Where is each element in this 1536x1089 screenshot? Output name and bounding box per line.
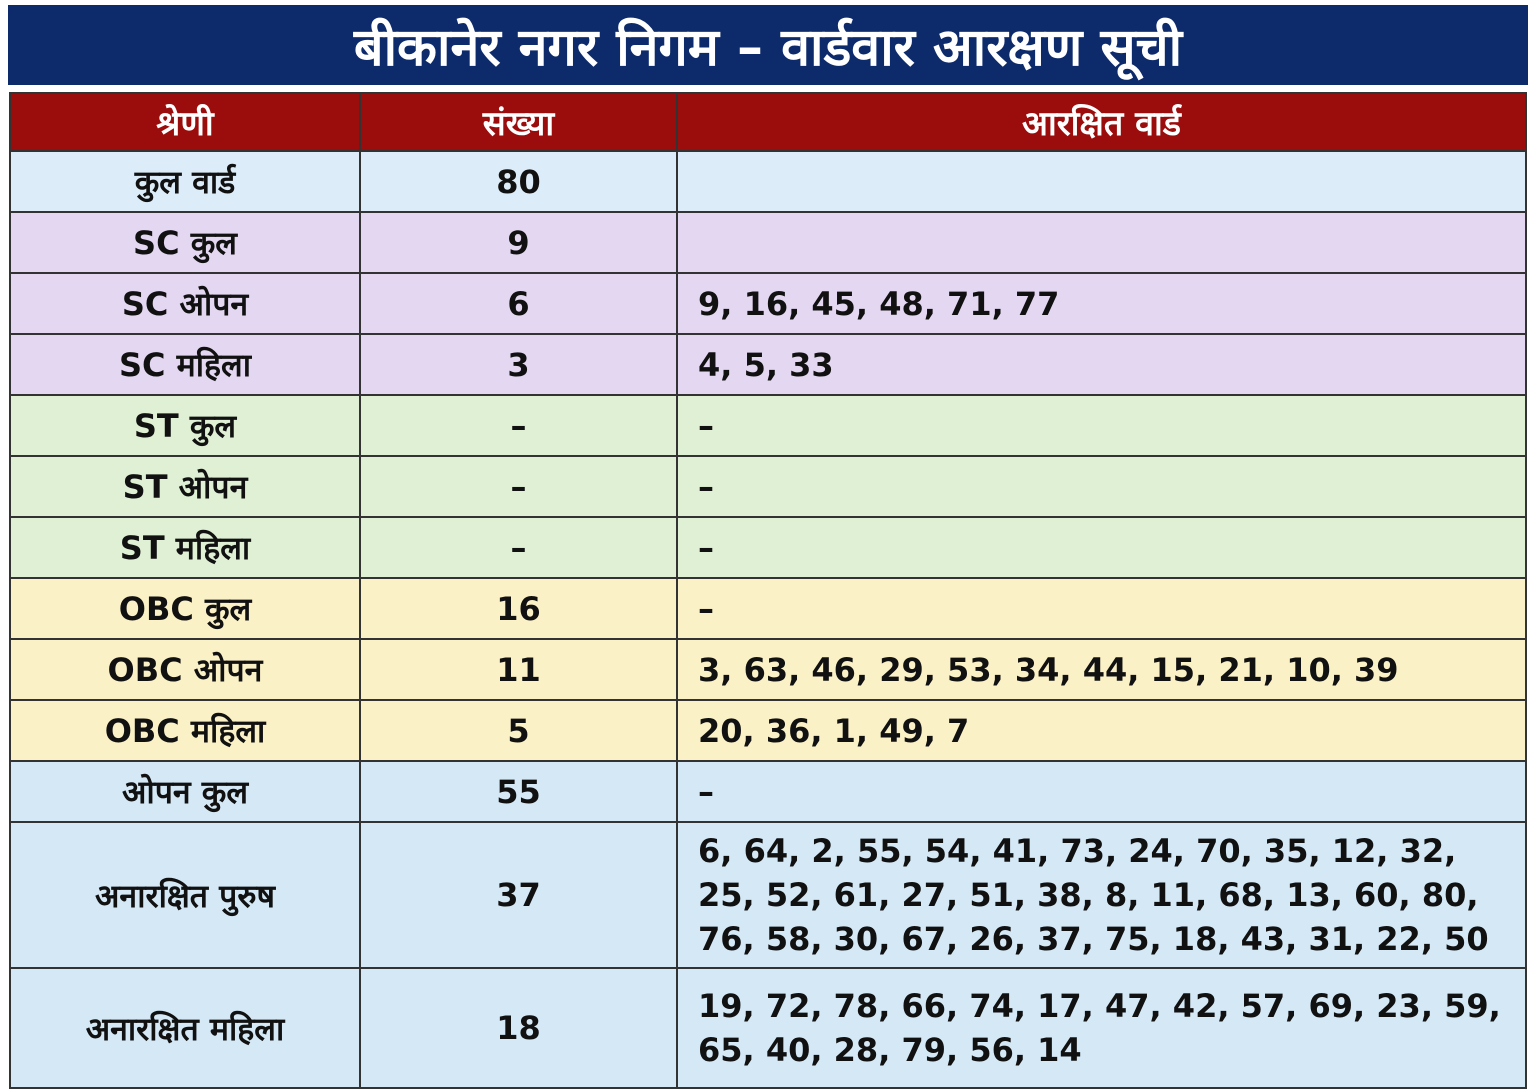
column-header: आरक्षित वार्ड	[676, 92, 1527, 152]
category: SC कुल	[9, 211, 361, 274]
reservation-table: श्रेणी संख्या आरक्षित वार्ड कुल वार्ड 80 S…	[9, 92, 1527, 1089]
table-row: OBC कुल 16–	[9, 577, 1527, 640]
table-row: अनारक्षित महिला 18 19, 72, 78, 66, 74, 17,…	[9, 967, 1527, 1089]
table-body: कुल वार्ड 80 SC कुल 9 SC ओपन 6 9, 16, 45, 48, …	[9, 150, 1527, 1089]
wards: 4, 5, 33	[676, 333, 1527, 396]
count: 80	[359, 150, 678, 213]
category: OBC कुल	[9, 577, 361, 640]
count: 9	[359, 211, 678, 274]
count: 3	[359, 333, 678, 396]
category: ST महिला	[9, 516, 361, 579]
wards: 3, 63, 46, 29, 53, 34, 44, 15, 21, 10, 3…	[676, 638, 1527, 701]
wards: –	[676, 455, 1527, 518]
table-row: OBC ओपन 11 3, 63, 46, 29, 53, 34, 44, 15, …	[9, 638, 1527, 701]
count: –	[359, 516, 678, 579]
table-row: ST ओपन – –	[9, 455, 1527, 518]
category: ST ओपन	[9, 455, 361, 518]
category: कुल वार्ड	[9, 150, 361, 213]
category: ST कुल	[9, 394, 361, 457]
table-row: SC ओपन 6 9, 16, 45, 48, 71, 77	[9, 272, 1527, 335]
count: 37	[359, 821, 678, 969]
category: OBC ओपन	[9, 638, 361, 701]
page: बीकानेर नगर निगम – वार्डवार आरक्षण सूची …	[8, 5, 1528, 1089]
title: बीकानेर नगर निगम – वार्डवार आरक्षण सूची	[8, 5, 1528, 85]
count: 11	[359, 638, 678, 701]
table-row: कुल वार्ड 80	[9, 150, 1527, 213]
table-row: अनारक्षित पुरुष 37 6, 64, 2, 55, 54, 41, 7…	[9, 821, 1527, 969]
count: 5	[359, 699, 678, 762]
table-row: OBC महिला 5 20, 36, 1, 49, 7	[9, 699, 1527, 762]
category: अनारक्षित महिला	[9, 967, 361, 1089]
wards	[676, 211, 1527, 274]
category: ओपन कुल	[9, 760, 361, 823]
wards: 6, 64, 2, 55, 54, 41, 73, 24, 70, 35, 12…	[676, 821, 1527, 969]
wards: 19, 72, 78, 66, 74, 17, 47, 42, 57, 69, …	[676, 967, 1527, 1089]
table-row: SC महिला 3 4, 5, 33	[9, 333, 1527, 396]
wards: –	[676, 516, 1527, 579]
wards: –	[676, 577, 1527, 640]
wards: 9, 16, 45, 48, 71, 77	[676, 272, 1527, 335]
wards: –	[676, 394, 1527, 457]
table-row: ST महिला – –	[9, 516, 1527, 579]
wards: 20, 36, 1, 49, 7	[676, 699, 1527, 762]
column-header: श्रेणी	[9, 92, 361, 152]
category: अनारक्षित पुरुष	[9, 821, 361, 969]
table-row: ओपन कुल 55–	[9, 760, 1527, 823]
header-row: श्रेणी संख्या आरक्षित वार्ड	[9, 92, 1527, 152]
wards	[676, 150, 1527, 213]
column-header: संख्या	[359, 92, 678, 152]
count: 55	[359, 760, 678, 823]
count: –	[359, 455, 678, 518]
category: SC महिला	[9, 333, 361, 396]
table-row: ST कुल – –	[9, 394, 1527, 457]
wards: –	[676, 760, 1527, 823]
category: SC ओपन	[9, 272, 361, 335]
count: 16	[359, 577, 678, 640]
count: 6	[359, 272, 678, 335]
category: OBC महिला	[9, 699, 361, 762]
table-row: SC कुल 9	[9, 211, 1527, 274]
count: 18	[359, 967, 678, 1089]
count: –	[359, 394, 678, 457]
